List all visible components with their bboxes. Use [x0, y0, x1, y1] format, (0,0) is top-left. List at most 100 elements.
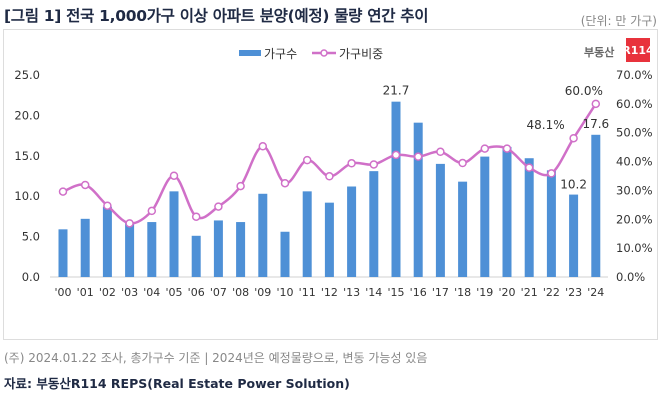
x-tick: '07 — [210, 286, 227, 299]
data-label: 10.2 — [560, 178, 587, 192]
bar — [524, 158, 534, 277]
x-tick: '24 — [587, 286, 604, 299]
bar — [302, 191, 312, 277]
line-point — [258, 142, 268, 151]
line-point — [302, 155, 312, 165]
line-point — [58, 187, 68, 196]
x-tick: '15 — [387, 286, 404, 299]
bar — [191, 235, 201, 277]
y-left-tick: 5.0 — [22, 230, 40, 244]
y-right-tick: 50.0% — [616, 126, 653, 140]
bar — [458, 181, 468, 277]
y-right-tick: 70.0% — [616, 68, 653, 82]
bar — [125, 222, 135, 277]
line-point — [369, 160, 379, 169]
bar — [502, 146, 512, 277]
line-point — [191, 212, 201, 221]
x-tick: '10 — [276, 286, 293, 299]
bar — [258, 193, 268, 277]
line-point — [169, 171, 179, 180]
line-point — [591, 99, 601, 109]
y-left-tick: 10.0 — [14, 189, 40, 203]
line-point — [325, 172, 334, 181]
line-point — [458, 158, 467, 168]
y-right-tick: 40.0% — [616, 155, 653, 169]
x-tick: '16 — [410, 286, 427, 299]
y-right-tick: 0.0% — [616, 270, 645, 284]
line-point — [103, 201, 112, 210]
legend-marker — [320, 49, 328, 57]
x-tick: '23 — [565, 286, 582, 299]
bar — [546, 170, 556, 277]
chart-frame — [3, 29, 658, 340]
line-point — [413, 152, 423, 161]
x-tick: '11 — [299, 286, 316, 299]
line-point — [236, 181, 245, 191]
bar — [58, 229, 68, 277]
x-tick: '02 — [99, 286, 116, 299]
bar — [147, 222, 157, 277]
x-tick: '17 — [432, 286, 449, 299]
x-tick: '08 — [232, 286, 249, 299]
legend-label: 가구수 — [264, 47, 297, 61]
line-point — [347, 159, 356, 168]
bar — [324, 202, 334, 277]
bar — [347, 186, 357, 277]
x-tick: '04 — [143, 286, 160, 299]
data-label: 60.0% — [565, 84, 603, 98]
x-tick: '19 — [476, 286, 493, 299]
logo-mark: R114 — [622, 38, 654, 62]
bar — [569, 194, 579, 277]
x-tick: '14 — [365, 286, 382, 299]
x-tick: '20 — [498, 286, 515, 299]
data-label: 21.7 — [383, 84, 410, 98]
x-tick: '21 — [521, 286, 538, 299]
y-left-tick: 0.0 — [22, 270, 40, 284]
line-point — [214, 202, 223, 211]
x-tick: '03 — [121, 286, 138, 299]
y-right-tick: 60.0% — [616, 97, 653, 111]
x-tick: '01 — [77, 286, 94, 299]
line-point — [569, 133, 578, 143]
chart-title: [그림 1] 전국 1,000가구 이상 아파트 분양(예정) 물량 연간 추이 — [4, 7, 429, 25]
bar — [435, 163, 445, 277]
x-tick: '05 — [165, 286, 182, 299]
data-label: 48.1% — [527, 118, 565, 132]
line-point — [147, 206, 157, 216]
line-point — [547, 169, 556, 178]
unit-label: (단위: 만 가구) — [580, 14, 657, 28]
bar — [280, 231, 290, 277]
line-point — [480, 144, 490, 153]
bar — [102, 206, 112, 277]
line-point — [80, 180, 90, 190]
x-tick: '22 — [543, 286, 560, 299]
y-right-tick: 10.0% — [616, 241, 653, 255]
line-point — [502, 144, 512, 153]
legend-label: 가구비중 — [339, 47, 383, 61]
bar — [213, 220, 223, 277]
legend-swatch-bar — [239, 50, 261, 56]
source: 자료: 부동산R114 REPS(Real Estate Power Solut… — [4, 376, 350, 391]
line-point — [436, 147, 445, 157]
bar — [236, 222, 246, 277]
footnote: (주) 2024.01.22 조사, 총가구수 기준 | 2024년은 예정물량… — [4, 351, 428, 365]
x-tick: '00 — [54, 286, 71, 299]
y-right-tick: 30.0% — [616, 183, 653, 197]
data-label: 17.6 — [582, 117, 609, 131]
line-point — [125, 219, 134, 228]
bar — [591, 134, 601, 277]
line-point — [391, 150, 401, 160]
x-tick: '12 — [321, 286, 338, 299]
x-tick: '06 — [188, 286, 205, 299]
y-left-tick: 20.0 — [14, 108, 40, 122]
line-point — [524, 163, 534, 172]
x-tick: '13 — [343, 286, 360, 299]
y-left-tick: 15.0 — [14, 149, 40, 163]
bar — [391, 101, 401, 277]
bar — [413, 122, 423, 277]
x-tick: '18 — [454, 286, 471, 299]
bar — [369, 171, 379, 277]
bar — [80, 218, 90, 277]
y-left-tick: 25.0 — [14, 68, 40, 82]
